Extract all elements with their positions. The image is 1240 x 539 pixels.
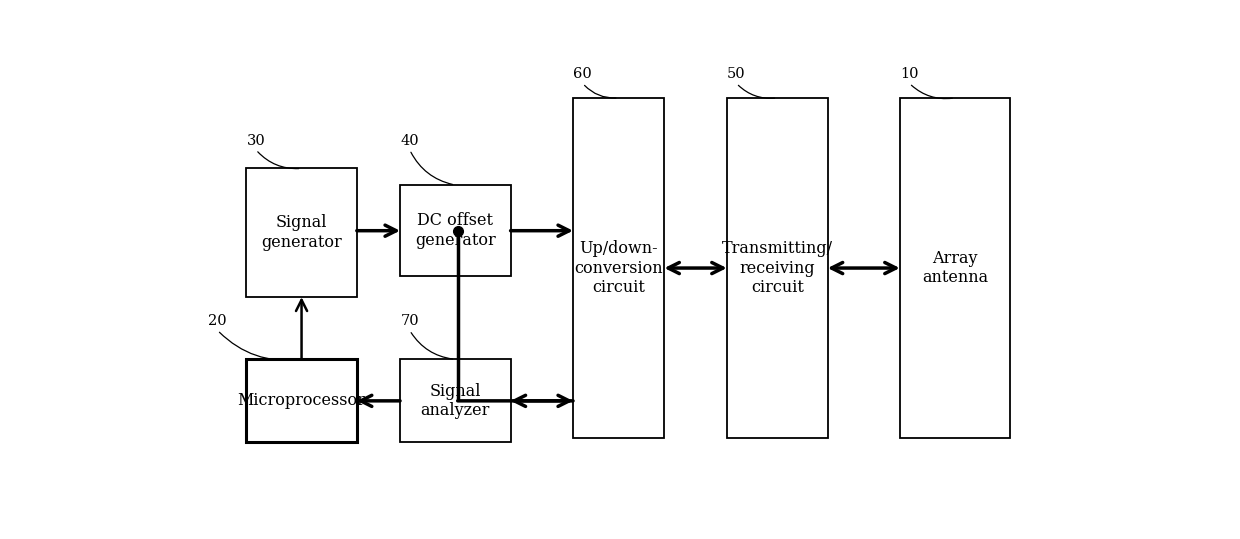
Text: Up/down-
conversion
circuit: Up/down- conversion circuit xyxy=(574,240,663,296)
Text: Signal
generator: Signal generator xyxy=(262,215,342,251)
Text: Signal
analyzer: Signal analyzer xyxy=(420,383,490,419)
Text: 50: 50 xyxy=(727,67,745,81)
Text: 20: 20 xyxy=(208,314,227,328)
Text: Microprocessor: Microprocessor xyxy=(238,392,366,409)
FancyBboxPatch shape xyxy=(401,360,511,443)
FancyBboxPatch shape xyxy=(247,360,357,443)
Text: 10: 10 xyxy=(900,67,919,81)
FancyBboxPatch shape xyxy=(900,98,1011,438)
Text: Array
antenna: Array antenna xyxy=(923,250,988,286)
Text: 30: 30 xyxy=(247,134,265,148)
FancyBboxPatch shape xyxy=(573,98,665,438)
Text: 70: 70 xyxy=(401,314,419,328)
FancyBboxPatch shape xyxy=(727,98,828,438)
Text: Transmitting/
receiving
circuit: Transmitting/ receiving circuit xyxy=(722,240,833,296)
FancyBboxPatch shape xyxy=(247,168,357,297)
FancyBboxPatch shape xyxy=(401,185,511,277)
Text: 60: 60 xyxy=(573,67,591,81)
Text: DC offset
generator: DC offset generator xyxy=(415,212,496,249)
Text: 40: 40 xyxy=(401,134,419,148)
